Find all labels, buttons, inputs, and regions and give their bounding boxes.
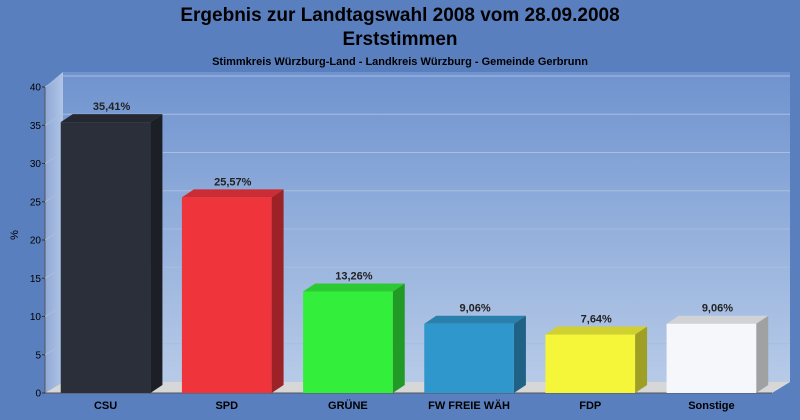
bar-side-2 xyxy=(392,283,405,393)
bar-value-label-2: 13,26% xyxy=(335,271,373,283)
y-tick-label-7: 35 xyxy=(30,121,42,132)
bar-0 xyxy=(60,114,163,394)
bar-1 xyxy=(181,189,284,393)
bar-2 xyxy=(303,283,405,393)
bar-front-0 xyxy=(60,122,151,394)
bar-4 xyxy=(545,326,648,393)
bar-front-5 xyxy=(666,323,757,393)
bar-top-5 xyxy=(666,315,769,324)
bar-5 xyxy=(666,315,769,393)
bar-layer xyxy=(60,114,769,394)
bar-top-2 xyxy=(303,283,405,292)
bar-front-4 xyxy=(545,334,636,393)
y-tick-label-2: 10 xyxy=(30,312,42,323)
x-category-label-1: SPD xyxy=(215,400,238,412)
y-tick-layer: 0 5 10 15 20 25 30 35 40 xyxy=(30,83,45,400)
x-category-label-2: GRÜNE xyxy=(328,399,368,412)
bar-value-label-4: 7,64% xyxy=(581,314,612,326)
x-category-label-5: Sonstige xyxy=(688,400,734,412)
plot-left-wall xyxy=(45,72,63,393)
y-axis-label: % xyxy=(9,230,21,240)
chart-subtitle: Stimmkreis Würzburg-Land - Landkreis Wür… xyxy=(212,56,588,68)
bar-side-4 xyxy=(635,326,648,393)
bar-top-0 xyxy=(60,114,163,123)
y-tick-label-6: 30 xyxy=(30,159,42,170)
bar-front-3 xyxy=(424,323,514,393)
label-layer: 35,41% CSU 25,57% SPD 13,26% GRÜNE 9,06% FW FRE… xyxy=(93,101,735,412)
y-tick-label-4: 20 xyxy=(30,236,42,247)
y-tick-label-1: 5 xyxy=(35,350,41,361)
x-category-label-3: FW FREIE WÄH xyxy=(428,399,510,412)
bar-top-4 xyxy=(545,326,648,335)
bar-value-label-1: 25,57% xyxy=(214,176,252,188)
bar-3 xyxy=(424,315,526,393)
y-tick-label-5: 25 xyxy=(30,197,42,208)
bar-value-label-5: 9,06% xyxy=(702,303,733,315)
y-tick-label-8: 40 xyxy=(30,83,42,94)
bar-front-1 xyxy=(181,197,272,393)
chart-title: Ergebnis zur Landtagswahl 2008 vom 28.09… xyxy=(180,5,619,26)
grid-line-7 xyxy=(44,113,790,126)
x-category-label-0: CSU xyxy=(94,400,117,412)
bar-side-5 xyxy=(756,315,769,393)
bar-top-3 xyxy=(424,315,526,324)
bar-side-3 xyxy=(513,315,526,393)
y-tick-label-3: 15 xyxy=(30,274,42,285)
y-tick-label-0: 0 xyxy=(35,389,41,400)
bar-value-label-0: 35,41% xyxy=(93,101,131,113)
grid-line-8 xyxy=(44,75,790,88)
bar-side-0 xyxy=(150,114,163,394)
x-category-label-4: FDP xyxy=(579,400,601,412)
chart-title-secondary: Erststimmen xyxy=(342,29,457,50)
bar-side-1 xyxy=(271,189,284,393)
bar-top-1 xyxy=(181,189,284,198)
bar-front-2 xyxy=(303,291,393,393)
bar-value-label-3: 9,06% xyxy=(459,303,490,315)
